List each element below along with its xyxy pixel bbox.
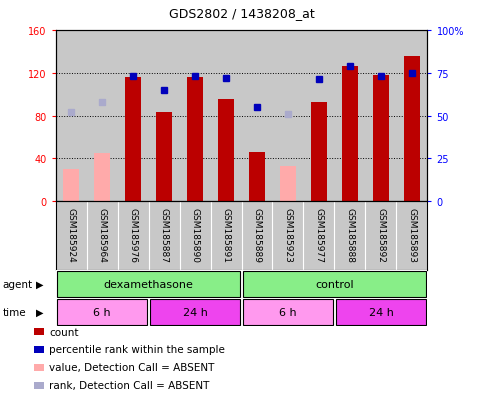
Bar <box>336 299 426 325</box>
Bar <box>150 299 240 325</box>
Text: time: time <box>2 307 26 317</box>
Text: GSM185888: GSM185888 <box>345 207 355 262</box>
Bar <box>187 78 203 202</box>
Text: GSM185892: GSM185892 <box>376 207 385 262</box>
Text: GSM185887: GSM185887 <box>159 207 169 262</box>
Bar <box>243 299 333 325</box>
Text: control: control <box>315 279 354 289</box>
Bar <box>57 271 240 297</box>
Text: 6 h: 6 h <box>93 307 111 317</box>
Text: GSM185977: GSM185977 <box>314 207 324 262</box>
Bar <box>218 100 234 202</box>
Bar <box>125 78 141 202</box>
Bar <box>57 299 147 325</box>
Bar <box>311 102 327 202</box>
Text: ▶: ▶ <box>36 279 44 289</box>
Text: 24 h: 24 h <box>369 307 394 317</box>
Bar <box>280 166 296 202</box>
Bar <box>243 271 426 297</box>
Text: 24 h: 24 h <box>183 307 208 317</box>
Bar <box>404 57 420 202</box>
Text: rank, Detection Call = ABSENT: rank, Detection Call = ABSENT <box>49 380 210 390</box>
Text: GSM185923: GSM185923 <box>284 207 293 262</box>
Text: ▶: ▶ <box>36 307 44 317</box>
Text: value, Detection Call = ABSENT: value, Detection Call = ABSENT <box>49 363 214 373</box>
Text: GSM185890: GSM185890 <box>190 207 199 262</box>
Bar <box>342 67 358 202</box>
Text: GSM185889: GSM185889 <box>253 207 261 262</box>
Text: dexamethasone: dexamethasone <box>103 279 194 289</box>
Text: percentile rank within the sample: percentile rank within the sample <box>49 344 225 355</box>
Text: GSM185893: GSM185893 <box>408 207 416 262</box>
Text: 6 h: 6 h <box>279 307 297 317</box>
Text: GDS2802 / 1438208_at: GDS2802 / 1438208_at <box>169 7 314 20</box>
Text: count: count <box>49 327 79 337</box>
Bar <box>373 76 389 202</box>
Text: GSM185891: GSM185891 <box>222 207 230 262</box>
Text: GSM185976: GSM185976 <box>128 207 138 262</box>
Text: agent: agent <box>2 279 32 289</box>
Bar <box>156 113 172 202</box>
Bar <box>94 154 110 202</box>
Text: GSM185924: GSM185924 <box>67 207 75 262</box>
Bar <box>249 153 265 202</box>
Bar <box>63 170 79 202</box>
Text: GSM185964: GSM185964 <box>98 207 107 262</box>
